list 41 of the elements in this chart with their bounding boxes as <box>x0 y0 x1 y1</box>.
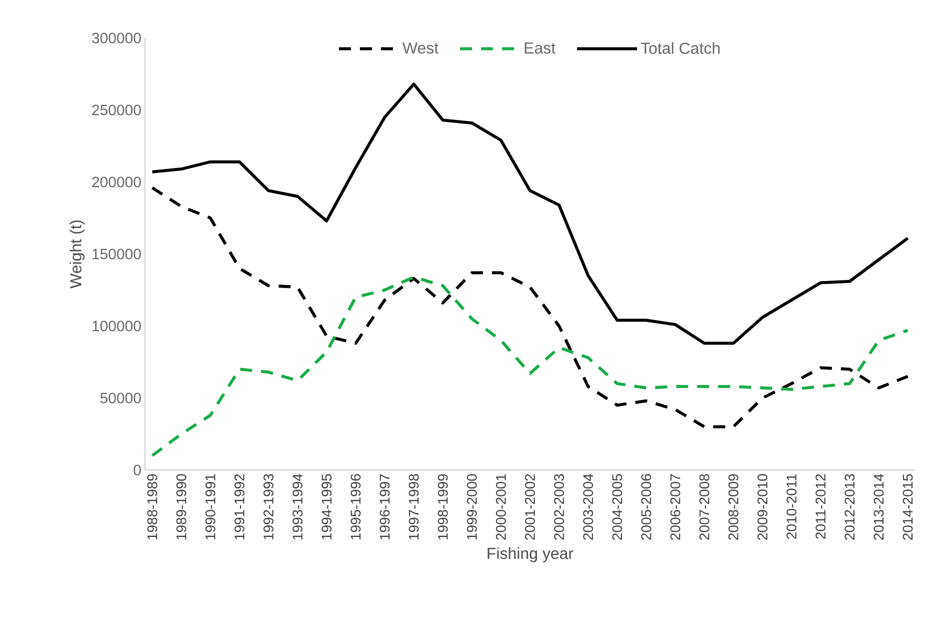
x-tick-label: 2009-2010 <box>758 474 768 540</box>
x-tick-label: 1998-1999 <box>438 474 448 540</box>
x-tick-label: 2008-2009 <box>728 474 738 540</box>
x-tick-label: 2005-2006 <box>641 474 652 540</box>
x-tick-label: 1991-1992 <box>234 474 244 540</box>
line-series <box>150 82 910 345</box>
x-tick-label: 2000-2001 <box>496 474 506 540</box>
legend-label: West <box>402 42 438 54</box>
x-tick-label: 1996-1997 <box>380 474 390 540</box>
legend-label: East <box>524 42 556 54</box>
y-tick-label: 300000 <box>92 32 141 44</box>
y-tick-label: 200000 <box>92 176 141 188</box>
y-tick-label: 0 <box>134 464 141 476</box>
x-tick-label: 1988-1989 <box>147 474 158 540</box>
x-tick-label: 2006-2007 <box>670 474 680 540</box>
x-tick-label: 1997-1998 <box>408 474 419 540</box>
x-tick-label: 1994-1995 <box>322 474 332 540</box>
y-axis-title: Weight (t) <box>70 220 85 288</box>
y-tick-label: 150000 <box>92 248 141 260</box>
line-series <box>150 186 910 428</box>
y-tick-label: 100000 <box>92 320 141 332</box>
x-tick-label: 1999-2000 <box>466 474 477 540</box>
x-tick-label: 2011-2012 <box>816 474 826 539</box>
x-tick-label: 2003-2004 <box>583 474 594 540</box>
x-tick-label: 1992-1993 <box>264 474 274 540</box>
y-tick-label: 250000 <box>92 104 141 116</box>
x-axis-title: Fishing year <box>488 547 574 562</box>
x-tick-label: 1989-1990 <box>176 474 186 540</box>
y-tick-label: 50000 <box>100 392 141 404</box>
x-tick-label: 1993-1994 <box>292 474 303 540</box>
x-tick-label: 2014-2015 <box>902 474 913 540</box>
x-tick-label: 2004-2005 <box>612 474 622 540</box>
x-tick-label: 2007-2008 <box>699 474 710 540</box>
x-tick-label: 2001-2002 <box>525 474 535 540</box>
x-tick-label: 2010-2011 <box>786 474 796 539</box>
x-tick-label: 2012-2013 <box>844 474 855 540</box>
x-tick-label: 1990-1991 <box>205 474 216 540</box>
x-tick-label: 1995-1996 <box>350 474 361 540</box>
x-tick-label: 2002-2003 <box>554 474 564 540</box>
x-tick-label: 2013-2014 <box>874 474 884 540</box>
legend-label: Total Catch <box>640 42 720 54</box>
